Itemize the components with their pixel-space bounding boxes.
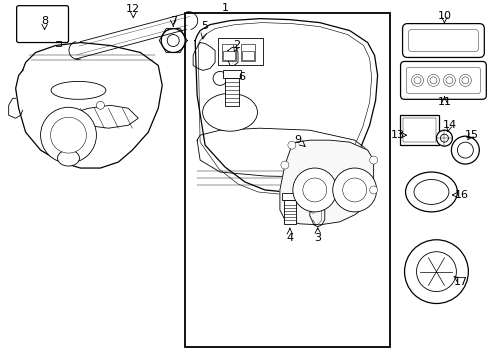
Circle shape: [443, 75, 454, 86]
Circle shape: [167, 35, 179, 46]
Bar: [224, 78, 239, 106]
Ellipse shape: [202, 93, 257, 131]
Text: 14: 14: [442, 120, 455, 130]
FancyBboxPatch shape: [17, 6, 68, 42]
Text: 7: 7: [169, 15, 176, 26]
Text: 4: 4: [285, 233, 293, 243]
Circle shape: [461, 77, 468, 84]
Circle shape: [213, 71, 226, 85]
Bar: [218, 37, 263, 66]
Bar: [241, 44, 254, 62]
Circle shape: [342, 178, 366, 202]
Circle shape: [458, 75, 470, 86]
Bar: [281, 193, 297, 200]
Circle shape: [436, 130, 451, 146]
Bar: [402, 118, 436, 142]
Text: 2: 2: [233, 40, 240, 50]
Circle shape: [369, 186, 377, 194]
Circle shape: [427, 75, 439, 86]
Circle shape: [413, 77, 420, 84]
Text: 12: 12: [126, 4, 140, 14]
Circle shape: [456, 142, 472, 158]
Circle shape: [287, 141, 295, 149]
Bar: [223, 50, 235, 60]
Bar: [284, 200, 295, 224]
Circle shape: [440, 134, 447, 142]
Bar: [222, 44, 236, 62]
Ellipse shape: [58, 150, 80, 166]
Circle shape: [96, 101, 104, 109]
Circle shape: [404, 240, 468, 303]
Text: 3: 3: [314, 233, 321, 243]
Bar: [399, 115, 439, 145]
Circle shape: [369, 156, 377, 164]
Circle shape: [332, 168, 376, 212]
Bar: [242, 50, 253, 60]
FancyBboxPatch shape: [407, 30, 477, 51]
Circle shape: [41, 107, 96, 163]
Bar: [185, 13, 389, 347]
Text: 13: 13: [390, 130, 404, 140]
Ellipse shape: [413, 180, 448, 204]
Bar: [223, 71, 241, 78]
Polygon shape: [16, 42, 162, 168]
Circle shape: [429, 77, 436, 84]
Circle shape: [292, 168, 336, 212]
Text: 9: 9: [294, 135, 301, 145]
Circle shape: [450, 136, 478, 164]
Text: 10: 10: [437, 11, 450, 21]
Circle shape: [280, 161, 288, 169]
Polygon shape: [279, 140, 373, 225]
Circle shape: [411, 75, 423, 86]
Circle shape: [445, 77, 452, 84]
Ellipse shape: [405, 172, 456, 212]
Circle shape: [416, 252, 455, 292]
Text: 6: 6: [238, 72, 245, 82]
FancyBboxPatch shape: [400, 62, 486, 99]
Circle shape: [302, 178, 326, 202]
Text: 15: 15: [464, 130, 477, 140]
FancyBboxPatch shape: [402, 24, 483, 58]
Text: 5: 5: [201, 21, 208, 31]
Text: 11: 11: [437, 97, 450, 107]
Text: 16: 16: [453, 190, 468, 200]
Text: 8: 8: [41, 15, 48, 26]
Circle shape: [50, 117, 86, 153]
Text: 1: 1: [221, 3, 228, 13]
Text: 17: 17: [453, 276, 468, 287]
Ellipse shape: [51, 81, 106, 99]
FancyBboxPatch shape: [406, 67, 479, 93]
Circle shape: [161, 28, 185, 53]
